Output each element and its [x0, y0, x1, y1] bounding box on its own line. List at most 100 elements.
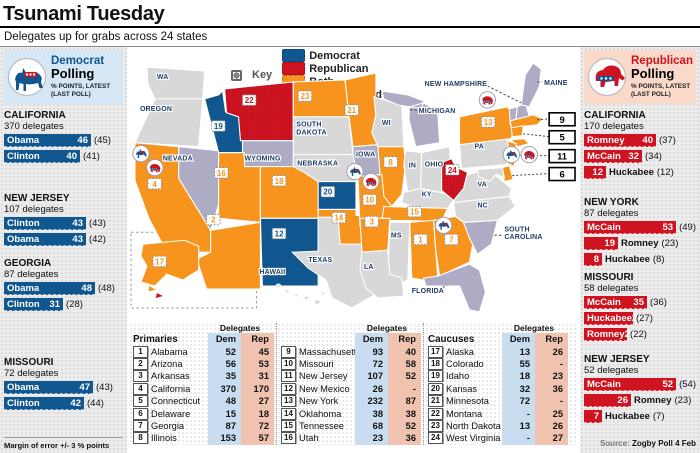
- state-number-box: 13: [281, 395, 296, 408]
- map-number-2: 2: [206, 213, 221, 226]
- poll-bar-row-huckabee: 8 Huckabee (8): [584, 253, 696, 267]
- table-row: 3 Arkansas 35 31: [133, 370, 274, 383]
- poll-value: 27: [631, 312, 643, 324]
- state-number-box: 18: [428, 357, 443, 370]
- rep-delegates-value: 53: [241, 357, 274, 371]
- poll-bar-row-romney: Romney 40 (37): [584, 134, 696, 148]
- republican-elephant-icon: [520, 146, 538, 164]
- state-number-box: 14: [281, 407, 296, 420]
- democrat-party-label: Democrat: [51, 55, 105, 67]
- state-number-box: 21: [428, 395, 443, 408]
- svg-text:9: 9: [559, 115, 564, 126]
- state-label: MAINE: [544, 80, 568, 87]
- state-number-box: 11: [281, 370, 296, 383]
- table-column-headers: Primaries Dem Rep: [133, 333, 274, 346]
- rep-delegates-value: 40: [388, 345, 421, 358]
- svg-text:15: 15: [410, 208, 419, 217]
- state-label: WA: [157, 74, 169, 81]
- state-label: IOWA: [356, 152, 375, 159]
- last-poll-value: (27): [636, 313, 653, 325]
- polling-state-name: NEW JERSEY: [584, 354, 650, 366]
- state-name: Alabama: [151, 346, 188, 357]
- dem-delegates-value: 153: [208, 432, 241, 445]
- democrat-donkey-icon: [434, 216, 453, 234]
- polling-state-section: MISSOURI 58 delegates McCain 35 (36) Huc…: [584, 272, 696, 342]
- table-row: 14 Oklahoma 38 38: [281, 407, 421, 420]
- candidate-name: Clinton: [7, 150, 40, 162]
- poll-bar: 8: [584, 253, 602, 267]
- polling-state-delegates: 58 delegates: [584, 283, 639, 295]
- map-number-12: 12: [271, 227, 287, 240]
- subtitle-rule: [0, 46, 700, 47]
- polling-state-delegates: 52 delegates: [584, 365, 639, 377]
- poll-bar: Romney 24: [584, 328, 635, 342]
- table-row: 23 North Dakota 13 26: [428, 419, 568, 433]
- last-poll-value: (48): [98, 283, 115, 295]
- state-hi: [275, 283, 326, 305]
- poll-value: 40: [642, 134, 653, 146]
- state-name: California: [151, 383, 191, 394]
- rep-delegates-value: 38: [388, 407, 421, 420]
- state-name: New Mexico: [299, 383, 350, 394]
- key-label: Key: [252, 69, 273, 81]
- callout-5: 5: [523, 129, 576, 145]
- state-number-box: 20: [428, 382, 443, 395]
- last-poll-value: (45): [94, 135, 111, 147]
- poll-bar-row-obama: Obama 43 (42): [4, 233, 123, 247]
- poll-bar: Obama 47: [4, 381, 93, 395]
- key-swatch: [282, 62, 306, 75]
- state-label: DAKOTA: [296, 130, 326, 137]
- state-name: New Jersey: [299, 371, 348, 382]
- candidate-name: Huckabee: [609, 167, 654, 179]
- table-row: 8 Illinois 153 57: [133, 432, 274, 445]
- map-number-1: 1: [413, 233, 428, 246]
- rep-delegates-value: 57: [241, 432, 274, 445]
- state-number-box: 3: [133, 370, 148, 383]
- last-poll-value: (44): [87, 398, 104, 410]
- margin-of-error-note: Margin of error +/- 3 % points: [4, 437, 123, 450]
- poll-value: 47: [79, 381, 90, 393]
- state-label: FLORIDA: [412, 288, 444, 295]
- democrat-polling-sections: CALIFORNIA 370 delegates Obama 46 (45) C…: [4, 110, 123, 422]
- polling-state-name: NEW JERSEY: [4, 193, 70, 205]
- rep-delegates-value: 27: [535, 432, 568, 445]
- poll-bar-row-romney: 26 Romney (23): [584, 394, 696, 408]
- table-row: 21 Minnesota 72 -: [428, 394, 568, 408]
- state-md: [476, 166, 506, 183]
- dem-delegates-value: 35: [208, 370, 241, 383]
- poll-bar: Clinton 40: [4, 150, 80, 164]
- state-name: Massachusetts: [299, 346, 355, 357]
- callout-9: 9: [537, 112, 576, 127]
- table-row: 5 Connecticut 48 27: [133, 394, 274, 408]
- state-name: Montana: [446, 408, 483, 419]
- map-number-13: 13: [480, 116, 496, 128]
- state-label: MS: [391, 232, 402, 239]
- poll-bar-row-clinton: Clinton 43 (43): [4, 217, 123, 231]
- polling-state-section: NEW YORK 87 delegates McCain 53 (49) 19 …: [584, 197, 696, 267]
- dem-delegates-value: 87: [208, 419, 241, 433]
- republican-polling-title: Polling: [631, 66, 675, 82]
- svg-text:7: 7: [449, 236, 454, 245]
- poll-value: 43: [72, 217, 83, 229]
- dem-delegates-value: 48: [208, 394, 241, 408]
- svg-text:19: 19: [214, 122, 223, 131]
- svg-text:16: 16: [217, 169, 226, 178]
- poll-bar: Romney 40: [584, 134, 656, 148]
- state-label: HAWAII: [259, 269, 285, 276]
- republican-polling-sections: CALIFORNIA 170 delegates Romney 40 (37) …: [584, 110, 696, 435]
- rep-delegates-value: 27: [241, 394, 274, 408]
- state-number-box: 10: [281, 357, 296, 370]
- poll-value: 26: [617, 394, 628, 406]
- state-number-box: 7: [133, 419, 148, 432]
- dem-delegates-value: 56: [208, 357, 241, 371]
- map-number-18: 18: [271, 175, 287, 187]
- table-title: Primaries: [133, 333, 178, 345]
- svg-text:2: 2: [211, 216, 216, 225]
- poll-bar: 12: [584, 166, 606, 180]
- key-item-label: Republican: [309, 62, 369, 75]
- state-name: Tennessee: [299, 420, 344, 431]
- table-column-headers: Dem Rep: [281, 333, 421, 346]
- svg-text:3: 3: [369, 218, 374, 227]
- map-number-23: 23: [297, 90, 313, 102]
